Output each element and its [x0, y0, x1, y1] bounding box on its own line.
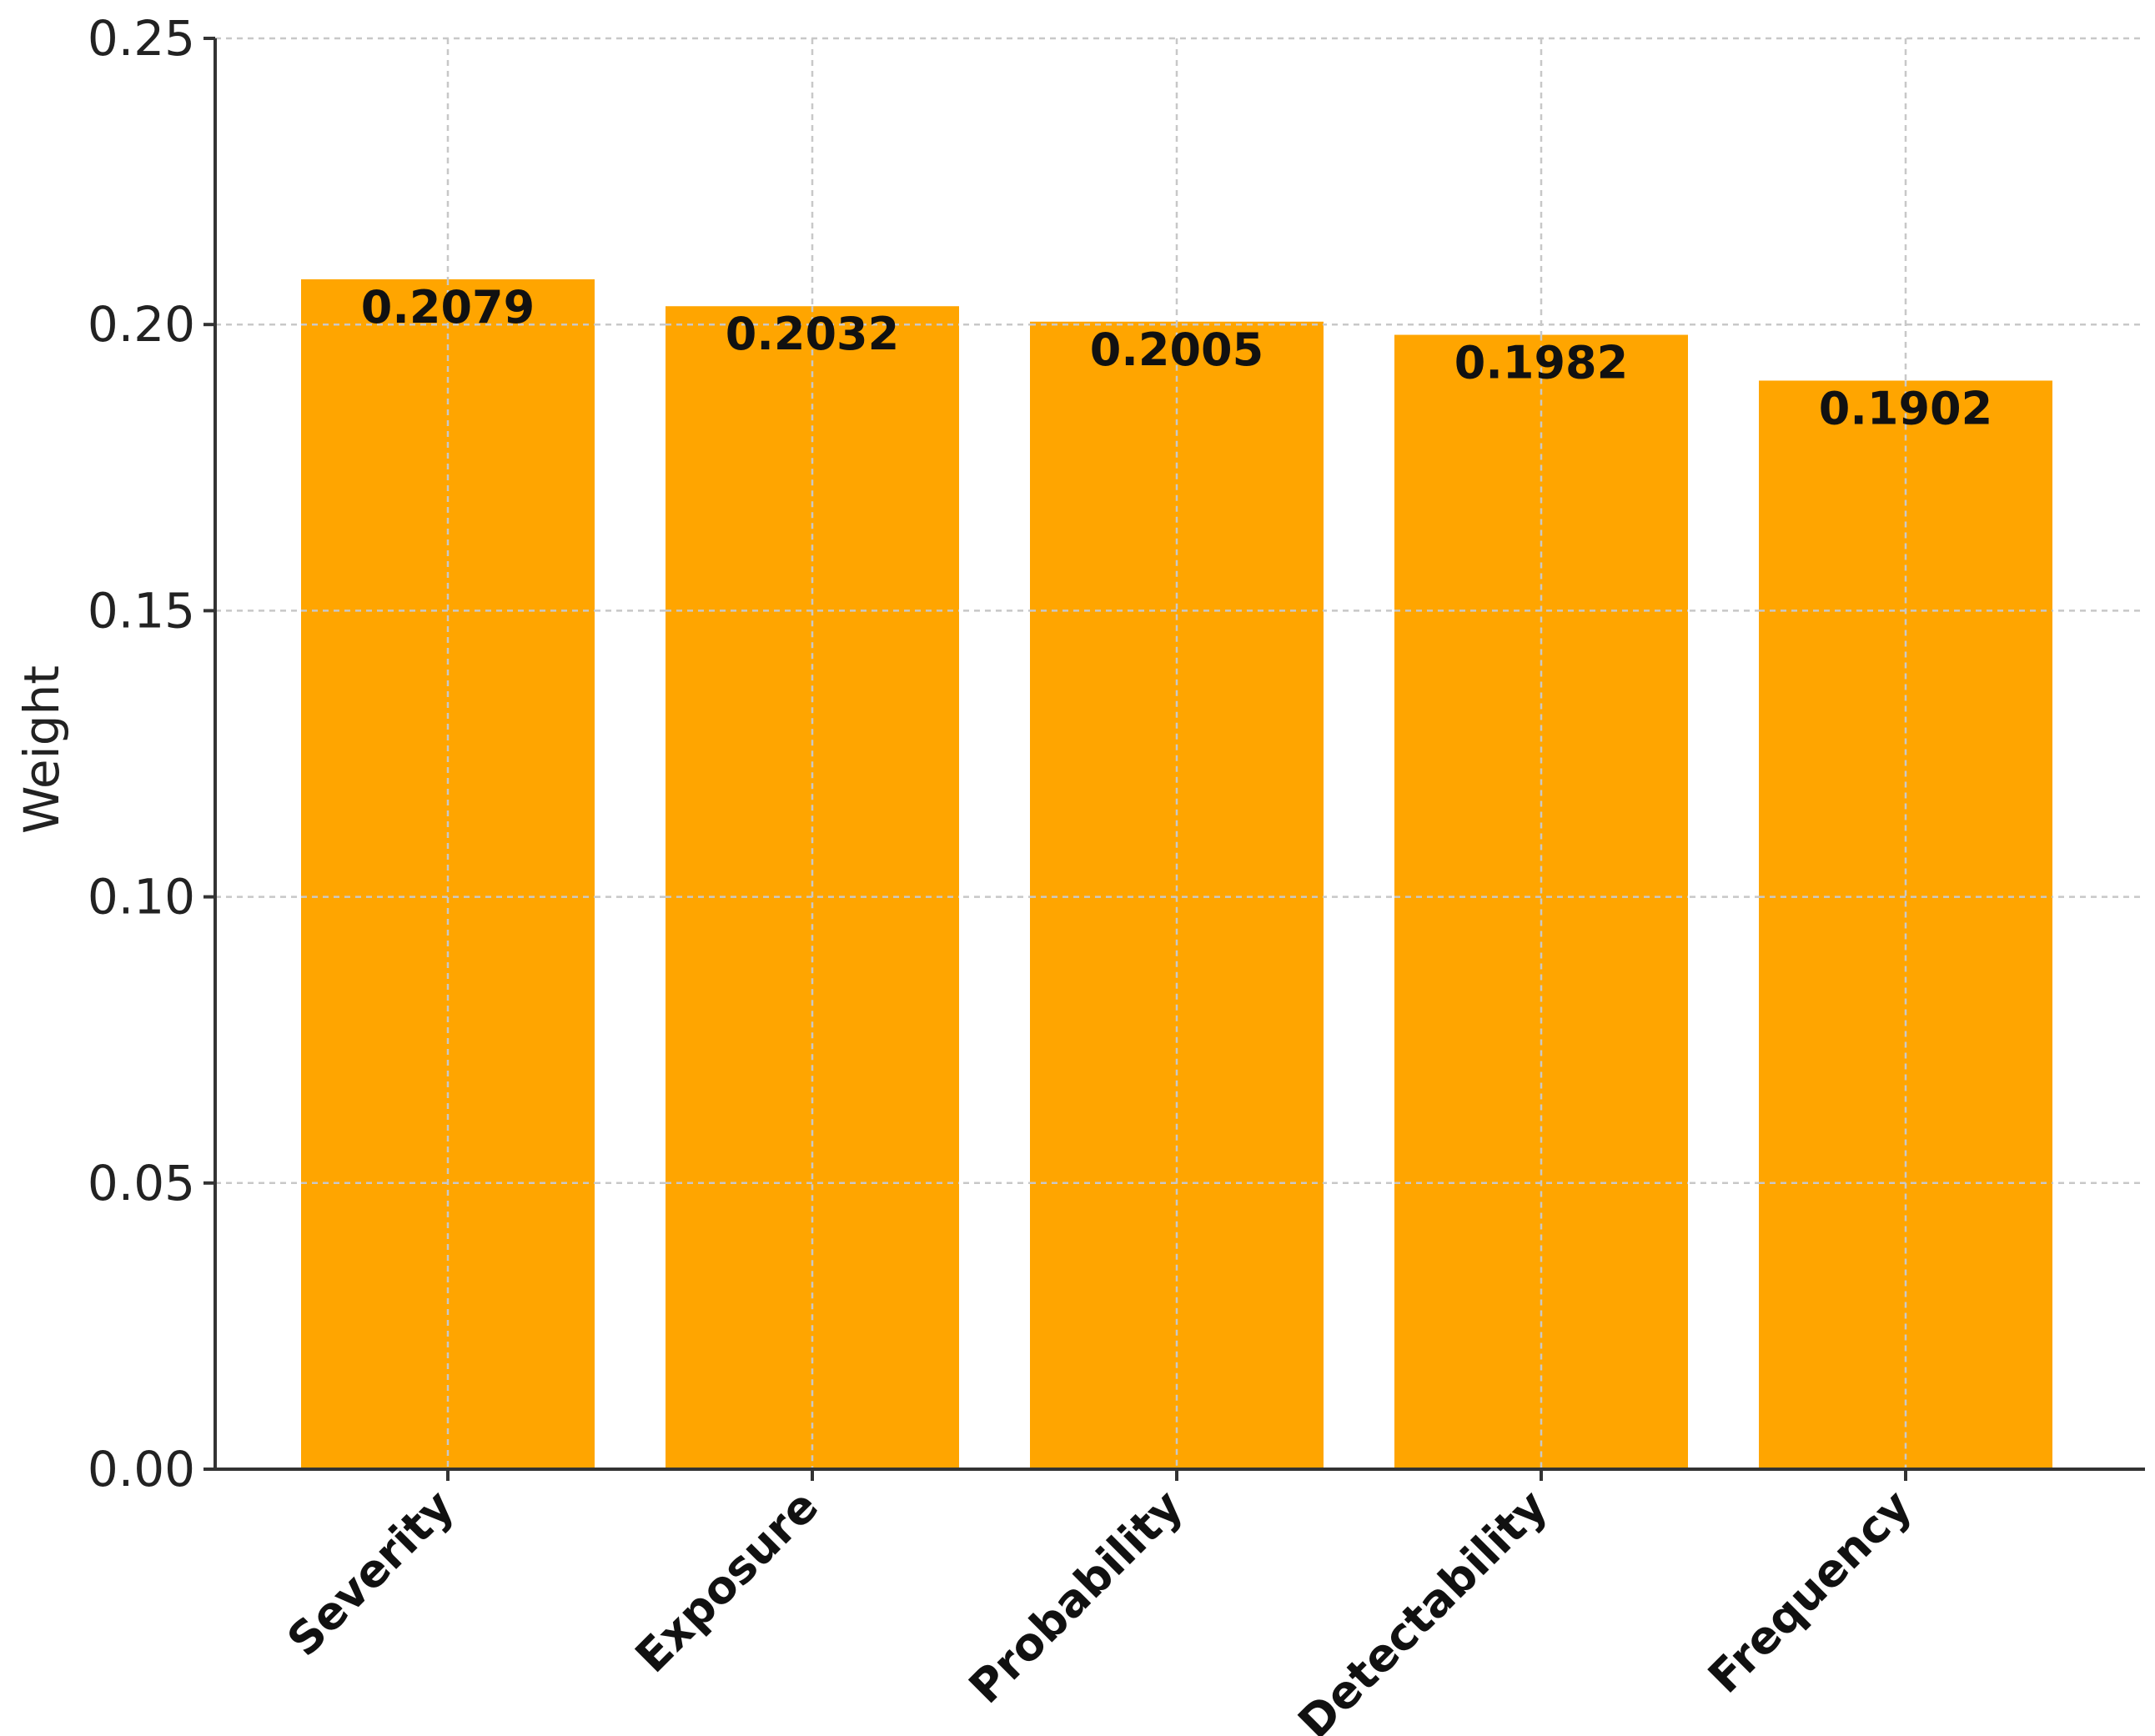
axes: [203, 37, 2145, 1481]
data-label: 0.1902: [1819, 382, 1992, 434]
x-tick-label: Severity: [277, 1480, 464, 1667]
data-label: 0.2005: [1090, 324, 1263, 376]
y-tick-label: 0.10: [88, 869, 195, 926]
y-axis-title: Weight: [13, 665, 70, 834]
data-label: 0.2032: [726, 308, 899, 360]
y-tick-label: 0.25: [88, 10, 195, 67]
y-tick-label: 0.05: [88, 1155, 195, 1212]
x-tick-label: Exposure: [625, 1480, 828, 1683]
y-tick-label: 0.20: [88, 296, 195, 353]
data-label: 0.1982: [1454, 337, 1628, 389]
x-tick-label: Frequency: [1698, 1480, 1921, 1703]
x-tick-label: Probability: [959, 1480, 1193, 1713]
x-tick-label: Detectability: [1288, 1480, 1557, 1736]
data-label: 0.2079: [361, 281, 535, 334]
y-tick-label: 0.15: [88, 582, 195, 639]
bar-probability: [1030, 321, 1324, 1469]
y-tick-label: 0.00: [88, 1441, 195, 1498]
bars: [301, 278, 2052, 1470]
